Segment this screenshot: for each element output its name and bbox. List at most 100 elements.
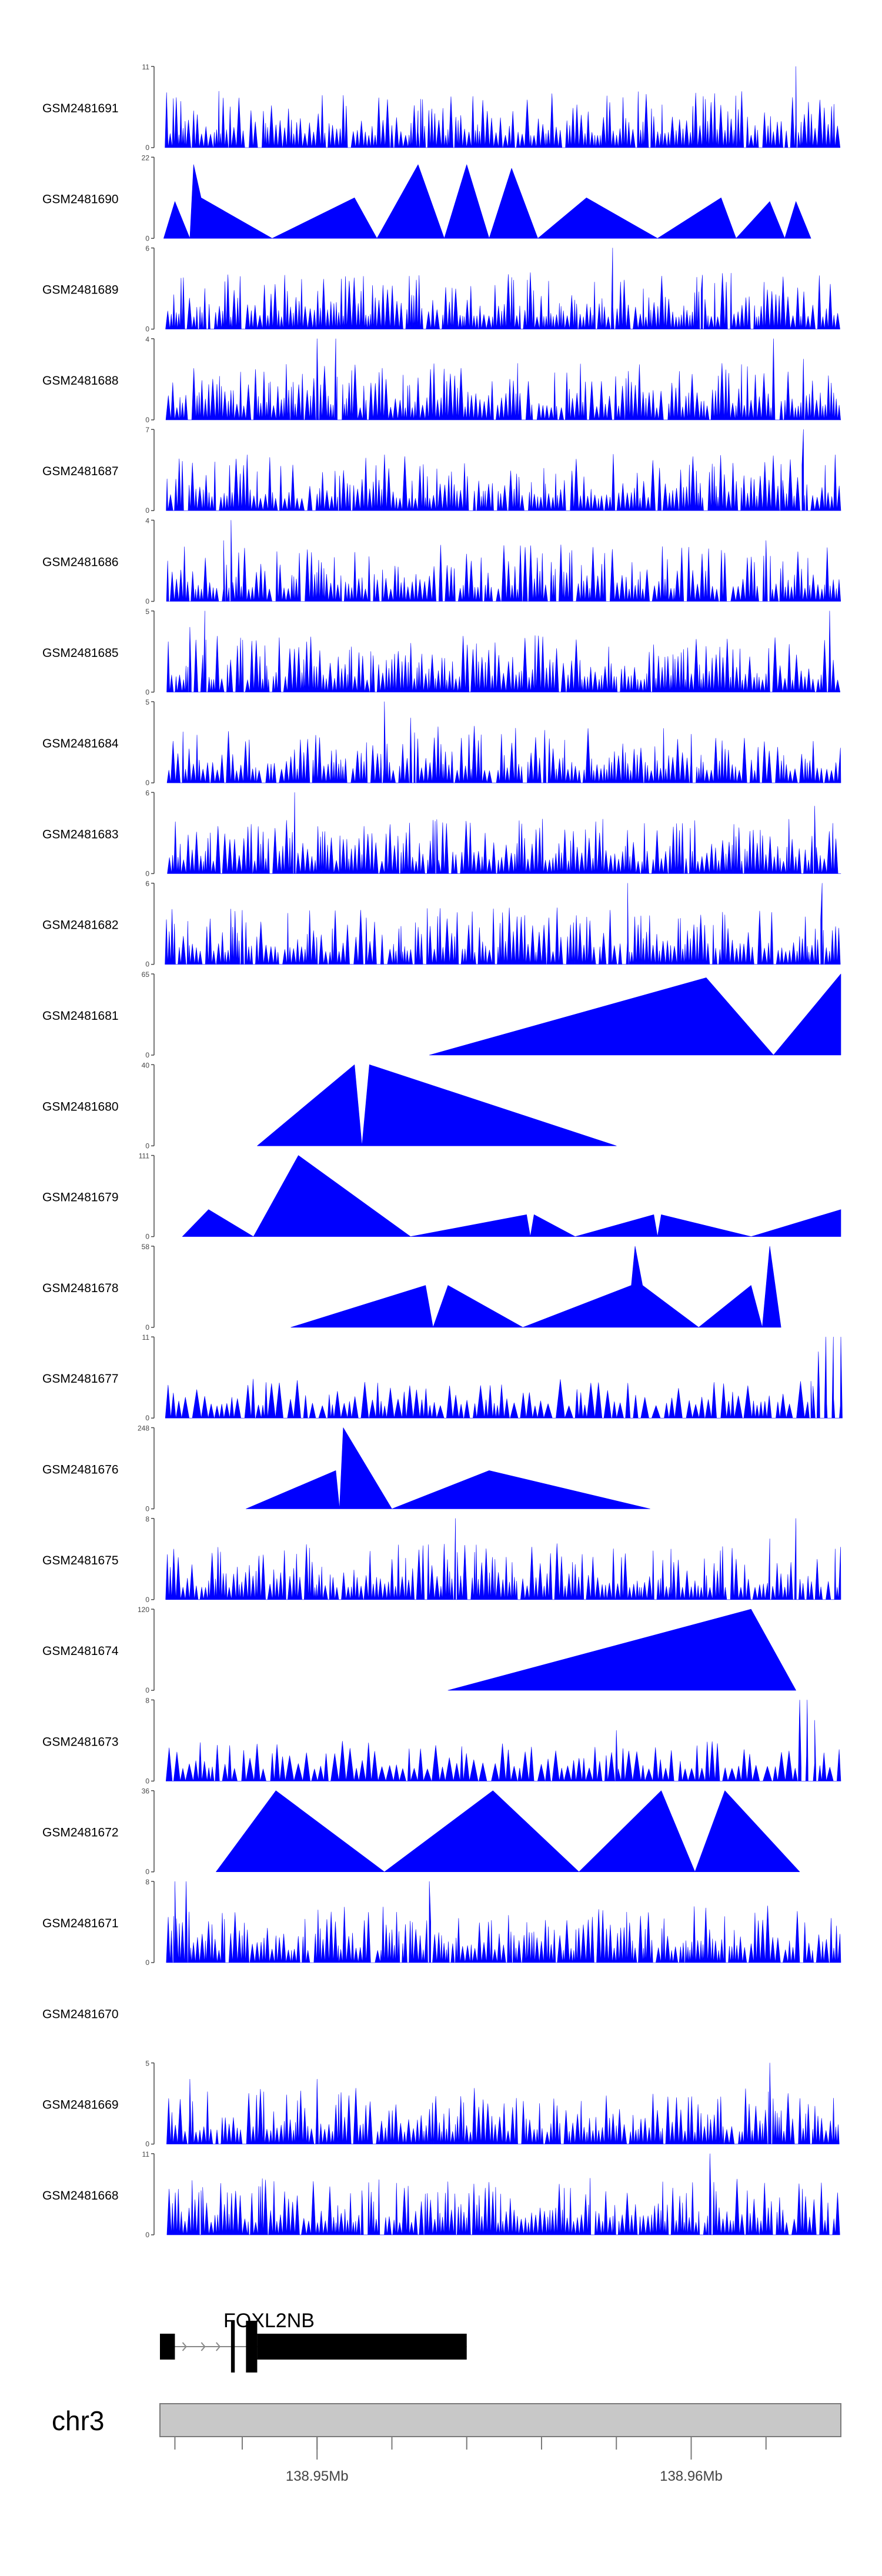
y-max-label: 6 xyxy=(145,789,149,797)
y-min-label: 0 xyxy=(145,506,149,515)
track-label: GSM2481682 xyxy=(42,919,119,932)
track-label: GSM2481684 xyxy=(42,737,119,750)
y-min-label: 0 xyxy=(145,598,149,606)
y-min-label: 0 xyxy=(145,1868,149,1876)
exon-block xyxy=(160,2334,175,2360)
track-gsm2481688: GSM2481688 4 0 xyxy=(42,335,841,424)
y-min-label: 0 xyxy=(145,688,149,696)
coverage-area xyxy=(257,1065,617,1146)
track-gsm2481670: GSM2481670 xyxy=(42,2007,119,2021)
strand-arrow-icon xyxy=(201,2342,206,2351)
y-max-label: 11 xyxy=(142,1333,150,1342)
exon-block xyxy=(257,2334,467,2360)
y-max-label: 5 xyxy=(145,698,149,706)
y-max-label: 8 xyxy=(145,1515,149,1523)
track-label: GSM2481690 xyxy=(42,192,119,206)
y-min-label: 0 xyxy=(145,1414,149,1422)
track-label: GSM2481675 xyxy=(42,1554,119,1567)
strand-arrow-icon xyxy=(216,2342,221,2351)
y-max-label: 8 xyxy=(145,1878,149,1886)
y-min-label: 0 xyxy=(145,1596,149,1604)
track-gsm2481671: GSM2481671 8 0 xyxy=(42,1878,841,1967)
y-max-label: 58 xyxy=(142,1243,150,1251)
chromosome-axis: chr3 138.95Mb 138.96Mb xyxy=(52,2403,841,2484)
tracks-group: GSM2481691110GSM2481690220GSM248168960GS… xyxy=(42,63,843,2239)
coverage-area xyxy=(165,1700,841,1781)
track-label: GSM2481676 xyxy=(42,1463,119,1477)
y-max-label: 22 xyxy=(142,154,150,162)
coverage-area xyxy=(166,520,841,602)
y-max-label: 4 xyxy=(145,335,149,343)
y-min-label: 0 xyxy=(145,1958,149,1967)
coverage-area xyxy=(165,1518,841,1600)
axis-ticks: 138.95Mb 138.96Mb xyxy=(174,2436,767,2484)
y-min-label: 0 xyxy=(145,1233,149,1241)
track-label: GSM2481668 xyxy=(42,2189,119,2203)
track-gsm2481677: GSM2481677 11 0 xyxy=(42,1333,843,1422)
y-max-label: 11 xyxy=(142,2150,150,2158)
track-label: GSM2481677 xyxy=(42,1372,119,1386)
coverage-area xyxy=(182,1155,841,1237)
y-min-label: 0 xyxy=(145,1142,149,1150)
track-label: GSM2481674 xyxy=(42,1644,119,1658)
track-label: GSM2481669 xyxy=(42,2098,119,2112)
track-gsm2481681: GSM2481681 65 0 xyxy=(42,970,841,1059)
track-gsm2481684: GSM2481684 5 0 xyxy=(42,698,841,787)
coverage-area xyxy=(166,2153,840,2235)
track-label: GSM2481691 xyxy=(42,102,119,115)
track-gsm2481687: GSM2481687 7 0 xyxy=(42,426,841,515)
y-max-label: 40 xyxy=(142,1061,150,1069)
coverage-area xyxy=(447,1609,796,1691)
y-min-label: 0 xyxy=(145,1323,149,1332)
coverage-area xyxy=(166,2063,840,2144)
track-gsm2481680: GSM2481680 40 0 xyxy=(42,1061,617,1150)
y-max-label: 65 xyxy=(142,970,150,979)
strand-arrow-icon xyxy=(182,2342,187,2351)
gene-label-foxl2nb: FOXL2NB xyxy=(223,2310,315,2332)
track-gsm2481678: GSM2481678 58 0 xyxy=(42,1243,781,1332)
y-min-label: 0 xyxy=(145,144,149,152)
coverage-area xyxy=(163,164,811,239)
axis-tick-label: 138.95Mb xyxy=(286,2468,349,2484)
track-label: GSM2481689 xyxy=(42,283,119,297)
coverage-area xyxy=(166,610,841,693)
y-min-label: 0 xyxy=(145,2231,149,2239)
track-label: GSM2481671 xyxy=(42,1917,119,1930)
track-label: GSM2481670 xyxy=(42,2007,119,2021)
y-max-label: 6 xyxy=(145,880,149,888)
y-min-label: 0 xyxy=(145,869,149,877)
y-min-label: 0 xyxy=(145,779,149,787)
y-min-label: 0 xyxy=(145,960,149,969)
coverage-area xyxy=(290,1246,781,1328)
exon-block xyxy=(246,2321,258,2373)
coverage-area xyxy=(167,792,841,874)
coverage-area xyxy=(166,429,841,511)
y-max-label: 36 xyxy=(142,1787,150,1796)
track-label: GSM2481680 xyxy=(42,1100,119,1113)
track-label: GSM2481673 xyxy=(42,1735,119,1749)
gene-model: FOXL2NB xyxy=(160,2310,467,2373)
y-max-label: 11 xyxy=(142,63,150,71)
track-gsm2481675: GSM2481675 8 0 xyxy=(42,1515,841,1604)
track-label: GSM2481687 xyxy=(42,465,119,478)
y-max-label: 6 xyxy=(145,245,149,253)
track-gsm2481676: GSM2481676 248 0 xyxy=(42,1424,650,1513)
y-min-label: 0 xyxy=(145,1505,149,1513)
coverage-area xyxy=(216,1790,800,1872)
y-max-label: 5 xyxy=(145,2060,149,2068)
y-max-label: 5 xyxy=(145,608,149,616)
y-max-label: 4 xyxy=(145,517,149,525)
track-label: GSM2481672 xyxy=(42,1826,119,1840)
track-label: GSM2481686 xyxy=(42,556,119,569)
track-label: GSM2481679 xyxy=(42,1191,119,1204)
track-gsm2481683: GSM2481683 6 0 xyxy=(42,789,841,877)
track-gsm2481685: GSM2481685 5 0 xyxy=(42,608,841,696)
y-min-label: 0 xyxy=(145,234,149,242)
y-max-label: 111 xyxy=(139,1152,150,1160)
track-label: GSM2481681 xyxy=(42,1009,119,1023)
coverage-area xyxy=(166,701,841,783)
track-gsm2481691: GSM2481691 11 0 xyxy=(42,63,841,152)
coverage-area xyxy=(246,1427,650,1509)
coverage-area xyxy=(165,248,840,329)
